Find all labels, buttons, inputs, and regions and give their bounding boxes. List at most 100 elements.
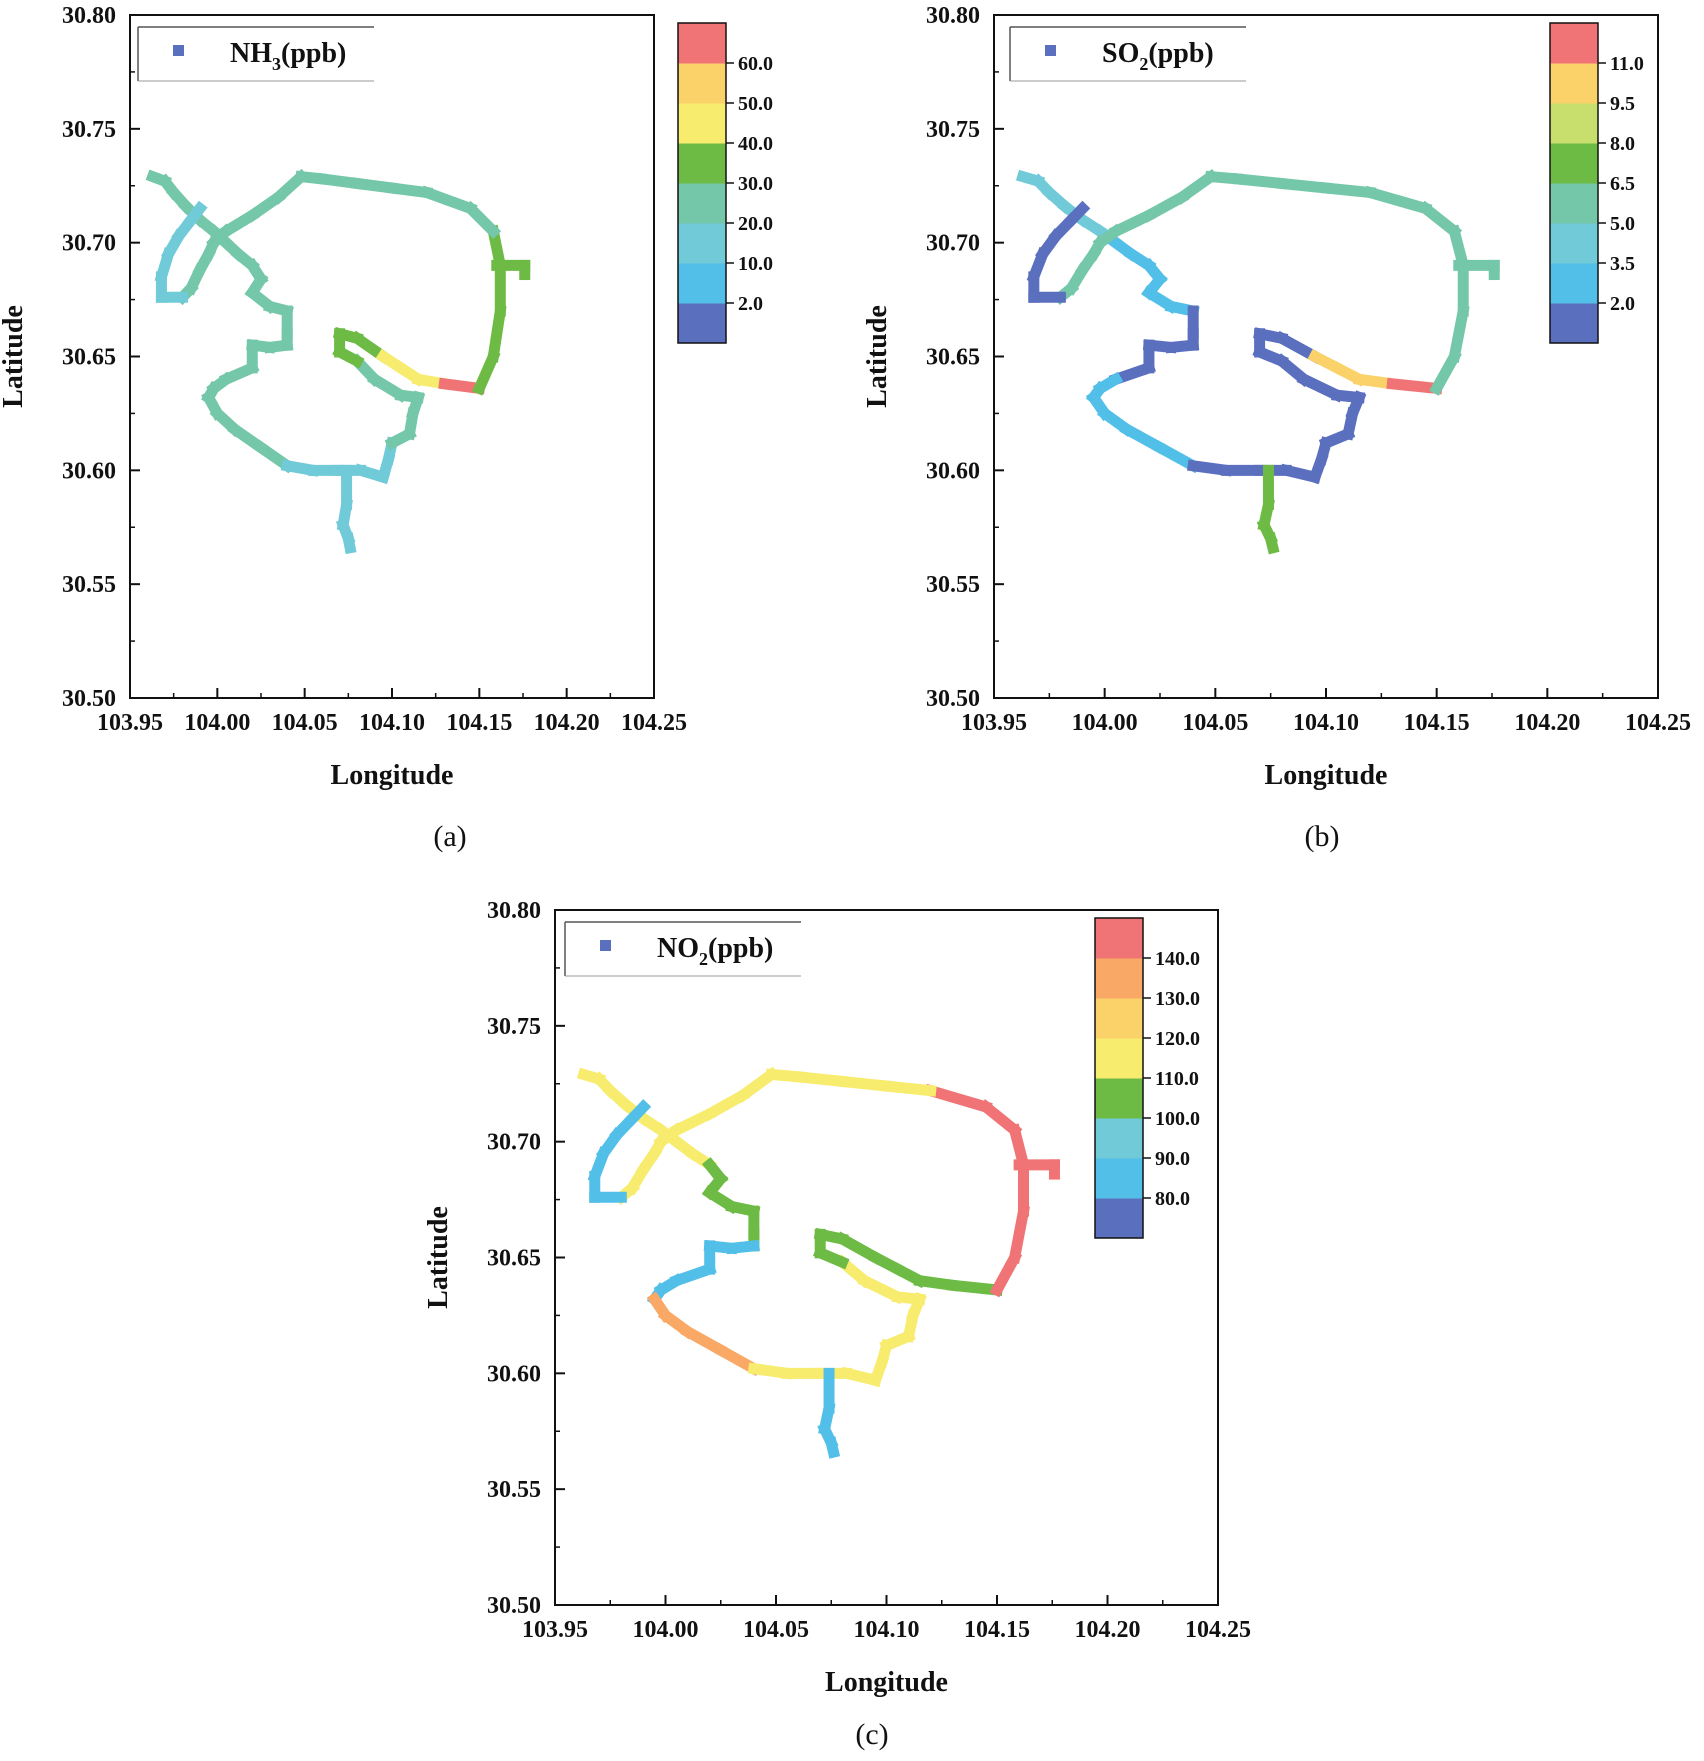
data-point <box>183 200 208 228</box>
colorbar-swatch <box>1550 303 1598 344</box>
x-tick-label: 103.95 <box>97 710 163 736</box>
x-tick-label: 104.05 <box>272 710 338 736</box>
data-point <box>1174 168 1219 205</box>
colorbar-swatch <box>678 263 726 304</box>
y-tick-label: 30.65 <box>487 1246 541 1272</box>
y-axis-title: Latitude <box>0 305 29 408</box>
panel-c: 103.95 104.00 104.05 104.10 104.15 104.20 104.… <box>423 898 1251 1751</box>
data-point <box>487 304 507 363</box>
colorbar-label: 50.0 <box>738 93 773 115</box>
y-tick-label: 30.70 <box>926 231 980 257</box>
colorbar-label: 9.5 <box>1610 93 1635 115</box>
x-tick-label: 104.15 <box>1404 710 1470 736</box>
colorbar-swatch <box>1095 1038 1143 1079</box>
colorbar-swatch <box>1550 103 1598 144</box>
legend: NH3(ppb) <box>137 26 374 82</box>
legend-marker <box>1045 45 1056 56</box>
colorbar-swatch <box>1550 23 1598 64</box>
y-tick-label: 30.65 <box>62 345 116 371</box>
y-tick-label: 30.55 <box>926 572 980 598</box>
data-point <box>1108 208 1157 239</box>
colorbar-label: 8.0 <box>1610 133 1635 155</box>
y-axis-title: Latitude <box>423 1206 454 1309</box>
data-point <box>680 1324 729 1358</box>
colorbar-swatch <box>678 303 726 344</box>
data-point <box>419 185 478 216</box>
x-tick-label: 104.10 <box>854 1617 920 1643</box>
x-tick-label: 104.25 <box>1185 1617 1251 1643</box>
data-point <box>834 1231 883 1265</box>
data-point <box>669 1106 718 1138</box>
data-point <box>350 177 399 195</box>
x-tick-label: 104.20 <box>534 710 600 736</box>
data-point <box>385 181 434 199</box>
x-tick-label: 104.00 <box>184 710 250 736</box>
y-tick-label: 30.70 <box>62 231 116 257</box>
data-point <box>857 1273 905 1305</box>
data-point <box>989 1250 1023 1298</box>
colorbar-swatch <box>1550 223 1598 264</box>
colorbar-label: 60.0 <box>738 53 773 75</box>
colorbar-label: 30.0 <box>738 173 773 195</box>
x-tick-label: 104.15 <box>446 710 512 736</box>
panel-b: 103.95 104.00 104.05 104.10 104.15 104.20 104.… <box>862 3 1691 853</box>
data-point <box>1353 373 1399 391</box>
data-point <box>913 1274 960 1292</box>
colorbar-swatch <box>678 63 726 104</box>
y-tick-label: 30.55 <box>62 572 116 598</box>
colorbar: 2.0 10.0 20.0 30.0 40.0 50.0 60.0 <box>677 22 773 344</box>
x-tick-label: 104.10 <box>1293 710 1359 736</box>
data-point <box>1264 531 1280 555</box>
colorbar-label: 120.0 <box>1155 1028 1200 1050</box>
legend-marker <box>173 45 184 56</box>
y-tick-label: 30.55 <box>487 1477 541 1503</box>
y-tick-label: 30.60 <box>62 458 116 484</box>
data-point <box>824 1436 841 1459</box>
colorbar-swatch <box>1095 1198 1143 1239</box>
data-point <box>923 1083 993 1114</box>
colorbar-label: 5.0 <box>1610 213 1635 235</box>
colorbar-swatch <box>678 223 726 264</box>
data-point <box>341 532 357 555</box>
data-point <box>1108 360 1156 387</box>
colorbar-label: 20.0 <box>738 213 773 235</box>
y-tick-label: 30.80 <box>926 3 980 29</box>
data-point <box>1363 185 1433 216</box>
data-point <box>792 1070 849 1088</box>
colorbar-swatch <box>1095 918 1143 959</box>
data-point <box>1319 181 1377 199</box>
colorbar-label: 130.0 <box>1155 988 1200 1010</box>
colorbar-label: 2.0 <box>1610 293 1635 315</box>
y-tick-label: 30.50 <box>926 686 980 712</box>
data-point <box>1447 304 1470 363</box>
y-tick-label: 30.70 <box>487 1130 541 1156</box>
data-series-track <box>1015 168 1500 555</box>
colorbar-label: 2.0 <box>738 293 763 315</box>
x-tick-label: 104.05 <box>1182 710 1248 736</box>
colorbar-label: 90.0 <box>1155 1148 1190 1170</box>
colorbar-swatch <box>1550 143 1598 184</box>
colorbar-swatch <box>678 143 726 184</box>
data-point <box>1187 459 1233 477</box>
x-tick-label: 104.20 <box>1514 710 1580 736</box>
legend-marker <box>600 940 611 951</box>
panel-caption: (c) <box>855 1718 888 1751</box>
panel-caption: (a) <box>433 820 466 853</box>
legend-label: NH3(ppb) <box>230 38 346 74</box>
colorbar-label: 100.0 <box>1155 1108 1200 1130</box>
x-tick-label: 104.15 <box>964 1617 1030 1643</box>
data-point <box>1275 177 1333 195</box>
colorbar-label: 80.0 <box>1155 1188 1190 1210</box>
data-point <box>1152 440 1201 474</box>
y-tick-label: 30.75 <box>926 117 980 143</box>
data-series-track <box>576 1066 1060 1459</box>
colorbar-swatch <box>678 23 726 64</box>
data-point <box>1296 371 1345 403</box>
data-point <box>1386 377 1443 395</box>
colorbar-swatch <box>678 183 726 224</box>
y-axis-title: Latitude <box>862 305 893 408</box>
x-tick-label: 104.00 <box>633 1617 699 1643</box>
x-tick-label: 104.10 <box>359 710 425 736</box>
colorbar-label: 40.0 <box>738 133 773 155</box>
data-series-track <box>145 168 531 555</box>
